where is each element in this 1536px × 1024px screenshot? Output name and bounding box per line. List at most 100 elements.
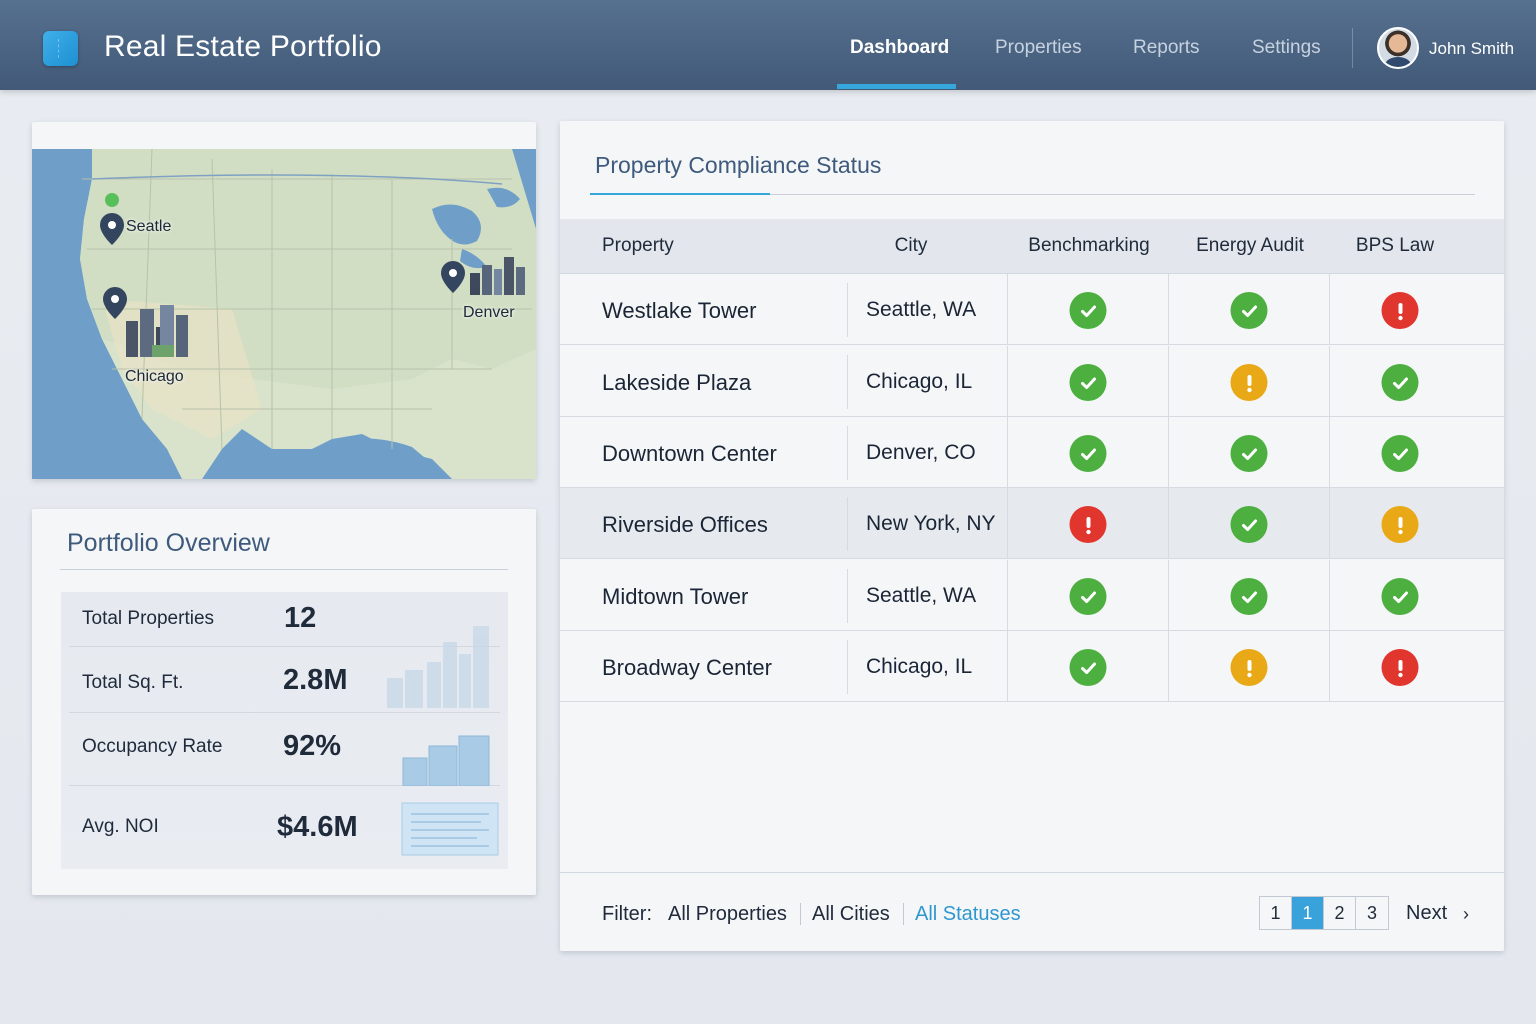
check-circle-icon[interactable]: [1381, 435, 1419, 472]
stat-row: Total Sq. Ft. 2.8M: [69, 647, 500, 713]
check-circle-icon[interactable]: [1069, 364, 1107, 401]
property-city: Seattle, WA: [866, 584, 977, 607]
stat-value: 12: [284, 602, 317, 634]
property-name[interactable]: Riverside Offices: [602, 512, 768, 537]
map-marker-label[interactable]: Seatle: [126, 218, 172, 235]
filter-all-cities[interactable]: All Cities: [812, 903, 890, 925]
check-circle-icon[interactable]: [1230, 435, 1268, 472]
column-divider: [1168, 631, 1169, 702]
error-icon[interactable]: [1069, 506, 1107, 543]
map-marker-label[interactable]: Chicago: [125, 368, 184, 385]
table-row[interactable]: Broadway Center Chicago, IL: [560, 631, 1504, 702]
page-button-current[interactable]: 1: [1292, 897, 1324, 929]
page-button[interactable]: 2: [1324, 897, 1356, 929]
check-circle-icon[interactable]: [1069, 649, 1107, 686]
divider: [560, 872, 1504, 873]
column-divider: [847, 426, 848, 480]
column-divider: [1007, 346, 1008, 417]
compliance-card: Property Compliance Status Property City…: [560, 121, 1504, 951]
property-map[interactable]: [32, 149, 536, 479]
column-divider: [1168, 488, 1169, 559]
compliance-title: Property Compliance Status: [595, 152, 882, 178]
page-button[interactable]: 3: [1356, 897, 1388, 929]
column-divider: [847, 640, 848, 694]
column-header-benchmarking[interactable]: Benchmarking: [1028, 235, 1150, 256]
chevron-right-icon[interactable]: ›: [1463, 904, 1469, 924]
check-circle-icon[interactable]: [1230, 578, 1268, 615]
check-circle-icon[interactable]: [1230, 292, 1268, 329]
property-name[interactable]: Downtown Center: [602, 441, 777, 466]
filter-separator: [903, 903, 904, 925]
map-pin-icon: [441, 261, 465, 293]
check-circle-icon[interactable]: [1069, 578, 1107, 615]
filter-all-properties[interactable]: All Properties: [668, 903, 787, 925]
table-row[interactable]: Lakeside Plaza Chicago, IL: [560, 346, 1504, 417]
column-divider: [1007, 631, 1008, 702]
buildings-illustration-icon: [387, 626, 489, 708]
column-divider: [1007, 417, 1008, 488]
user-avatar[interactable]: [1377, 27, 1419, 69]
column-divider: [1007, 488, 1008, 559]
map-pin-icon: [103, 287, 127, 319]
app-logo-icon[interactable]: [43, 31, 78, 66]
column-header-property[interactable]: Property: [602, 235, 674, 256]
check-circle-icon[interactable]: [1381, 578, 1419, 615]
table-header: Property City Benchmarking Energy Audit …: [560, 219, 1504, 274]
divider: [60, 569, 508, 570]
user-name[interactable]: John Smith: [1429, 39, 1515, 58]
title-accent: [590, 193, 770, 195]
property-city: Denver, CO: [866, 441, 976, 464]
property-city: New York, NY: [866, 512, 996, 535]
map-pin-icon: [100, 213, 124, 245]
property-name[interactable]: Lakeside Plaza: [602, 370, 752, 395]
check-circle-icon[interactable]: [1381, 364, 1419, 401]
column-divider: [1168, 560, 1169, 631]
divider: [590, 194, 1475, 195]
nav-reports[interactable]: Reports: [1133, 37, 1200, 58]
buildings-icon: [470, 257, 525, 295]
check-circle-icon[interactable]: [1069, 292, 1107, 329]
stat-value: 2.8M: [283, 664, 348, 696]
property-name[interactable]: Westlake Tower: [602, 298, 757, 323]
column-divider: [1329, 488, 1330, 559]
check-circle-icon[interactable]: [1230, 506, 1268, 543]
app-title: Real Estate Portfolio: [104, 30, 382, 63]
property-name[interactable]: Midtown Tower: [602, 584, 749, 609]
error-icon[interactable]: [1381, 292, 1419, 329]
warning-icon[interactable]: [1381, 506, 1419, 543]
header-divider: [1352, 28, 1353, 68]
column-divider: [847, 569, 848, 623]
stat-value: $4.6M: [277, 811, 358, 843]
map-marker-label[interactable]: Denver: [463, 304, 515, 321]
warning-icon[interactable]: [1230, 364, 1268, 401]
property-city: Chicago, IL: [866, 655, 973, 678]
column-header-bps-law[interactable]: BPS Law: [1355, 235, 1435, 256]
filter-all-statuses[interactable]: All Statuses: [915, 903, 1021, 925]
column-divider: [1168, 274, 1169, 345]
stat-row: Occupancy Rate 92%: [69, 713, 500, 786]
column-divider: [1007, 274, 1008, 345]
table-row[interactable]: Riverside Offices New York, NY: [560, 488, 1504, 559]
page-button[interactable]: 1: [1260, 897, 1292, 929]
nav-settings[interactable]: Settings: [1252, 37, 1321, 58]
property-city: Seattle, WA: [866, 298, 977, 321]
property-name[interactable]: Broadway Center: [602, 655, 772, 680]
next-page-button[interactable]: Next: [1406, 902, 1448, 924]
document-icon: [401, 802, 499, 856]
column-header-city[interactable]: City: [894, 235, 928, 256]
column-divider: [1168, 417, 1169, 488]
top-header: Real Estate Portfolio Dashboard Properti…: [0, 0, 1536, 90]
column-header-energy-audit[interactable]: Energy Audit: [1196, 235, 1304, 256]
error-icon[interactable]: [1381, 649, 1419, 686]
warning-icon[interactable]: [1230, 649, 1268, 686]
map-card: Seatle Chicago Denver: [32, 122, 536, 479]
nav-dashboard[interactable]: Dashboard: [850, 37, 950, 58]
table-row[interactable]: Westlake Tower Seattle, WA: [560, 274, 1504, 345]
check-circle-icon[interactable]: [1069, 435, 1107, 472]
table-row[interactable]: Midtown Tower Seattle, WA: [560, 560, 1504, 631]
table-row[interactable]: Downtown Center Denver, CO: [560, 417, 1504, 488]
stat-label: Total Sq. Ft.: [82, 672, 184, 693]
column-divider: [1329, 631, 1330, 702]
column-divider: [847, 497, 848, 551]
nav-properties[interactable]: Properties: [995, 37, 1082, 58]
